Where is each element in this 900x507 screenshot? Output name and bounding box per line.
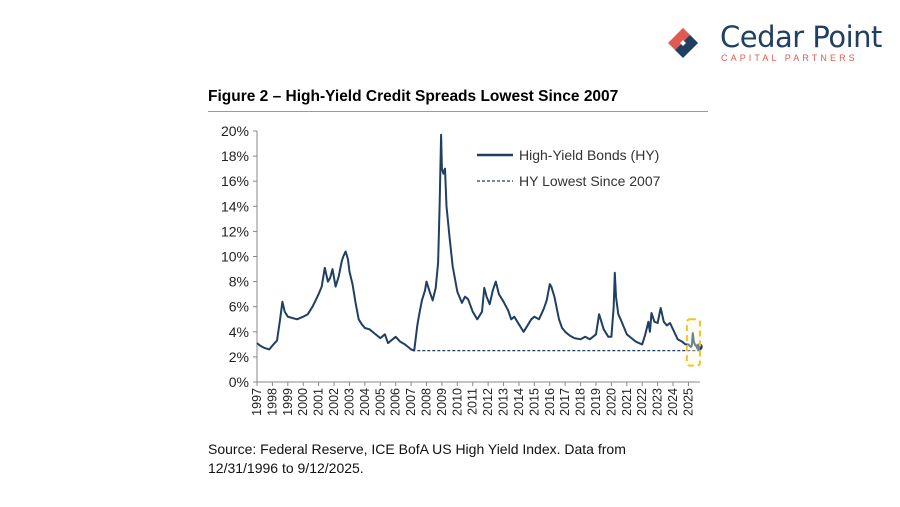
x-tick-label: 2019 bbox=[589, 388, 603, 416]
y-tick-label: 4% bbox=[229, 324, 249, 340]
x-tick-label: 2025 bbox=[681, 388, 695, 416]
x-tick-label: 2002 bbox=[327, 388, 341, 416]
y-axis-ticks: 0% 2% 4% 6% 8% 10% 12% 14% 16% 18% 20% bbox=[221, 123, 257, 390]
y-tick-label: 16% bbox=[221, 173, 249, 189]
diamond-logo-icon bbox=[668, 28, 698, 58]
x-tick-label: 2005 bbox=[373, 388, 387, 416]
x-tick-label: 2016 bbox=[543, 388, 557, 416]
x-tick-label: 2010 bbox=[450, 388, 464, 416]
x-tick-label: 2000 bbox=[296, 388, 310, 416]
x-tick-label: 2020 bbox=[604, 388, 618, 416]
x-tick-label: 1998 bbox=[265, 388, 279, 416]
x-tick-label: 2012 bbox=[481, 388, 495, 416]
legend-label: HY Lowest Since 2007 bbox=[519, 173, 661, 189]
x-tick-label: 2022 bbox=[635, 388, 649, 416]
cedar-point-logo[interactable]: Cedar Point CAPITAL PARTNERS bbox=[658, 20, 882, 66]
x-tick-label: 2007 bbox=[404, 388, 418, 416]
title-divider bbox=[208, 111, 708, 112]
source-note: Source: Federal Reserve, ICE BofA US Hig… bbox=[208, 441, 626, 476]
y-tick-label: 14% bbox=[221, 198, 249, 214]
y-tick-label: 10% bbox=[221, 249, 249, 265]
x-tick-label: 1997 bbox=[250, 388, 264, 416]
hy-spread-chart: 0% 2% 4% 6% 8% 10% 12% 14% 16% 18% 20% 1997 1998 199… bbox=[221, 123, 703, 416]
x-tick-label: 2021 bbox=[620, 388, 634, 416]
x-axis-ticks: 1997 1998 1999 2000 2001 2002 2003 2004 2005 2006… bbox=[250, 382, 695, 416]
x-tick-label: 2004 bbox=[358, 388, 372, 416]
x-tick-label: 2015 bbox=[527, 388, 541, 416]
y-tick-label: 6% bbox=[229, 299, 249, 315]
highlight-box bbox=[685, 318, 701, 367]
y-tick-label: 0% bbox=[229, 374, 249, 390]
x-tick-label: 2023 bbox=[651, 388, 665, 416]
x-tick-label: 2018 bbox=[574, 388, 588, 416]
y-tick-label: 12% bbox=[221, 223, 249, 239]
brand-tagline: CAPITAL PARTNERS bbox=[721, 53, 858, 63]
x-tick-label: 1999 bbox=[281, 388, 295, 416]
y-tick-label: 2% bbox=[229, 349, 249, 365]
brand-name: Cedar Point bbox=[720, 20, 882, 54]
x-tick-label: 2006 bbox=[389, 388, 403, 416]
y-tick-label: 20% bbox=[221, 123, 249, 139]
legend: High-Yield Bonds (HY) HY Lowest Since 200… bbox=[477, 147, 661, 189]
x-tick-label: 2001 bbox=[312, 388, 326, 416]
series-layer bbox=[256, 133, 703, 352]
legend-label: High-Yield Bonds (HY) bbox=[519, 147, 659, 163]
figure-title: Figure 2 – High-Yield Credit Spreads Low… bbox=[208, 88, 619, 105]
x-tick-label: 2008 bbox=[419, 388, 433, 416]
x-tick-label: 2009 bbox=[435, 388, 449, 416]
series-line-high-yield bbox=[256, 133, 700, 352]
y-tick-label: 8% bbox=[229, 274, 249, 290]
y-tick-label: 18% bbox=[221, 148, 249, 164]
x-tick-label: 2003 bbox=[342, 388, 356, 416]
x-tick-label: 2024 bbox=[666, 388, 680, 416]
x-tick-label: 2017 bbox=[558, 388, 572, 416]
x-tick-label: 2014 bbox=[512, 388, 526, 416]
x-tick-label: 2013 bbox=[497, 388, 511, 416]
x-tick-label: 2011 bbox=[466, 388, 480, 415]
